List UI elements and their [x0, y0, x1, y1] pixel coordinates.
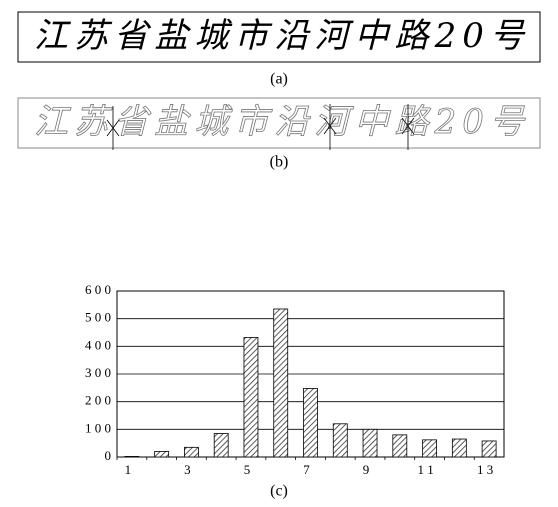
- y-tick-label: 1 0 0: [85, 420, 111, 435]
- bar: [363, 429, 377, 457]
- y-tick-label: 6 0 0: [85, 282, 111, 297]
- y-tick-label: 0: [105, 448, 112, 463]
- bar: [155, 451, 169, 457]
- bar: [423, 440, 437, 457]
- x-tick-label: 1 1: [417, 462, 433, 477]
- x-tick-label: 1: [125, 462, 132, 477]
- bar: [333, 424, 347, 457]
- y-tick-label: 4 0 0: [85, 337, 111, 352]
- figure: 江苏省盐城市沿河中路20号 (a) 江苏省盐城市沿河中路20号 (b) 0 1 0…: [0, 0, 558, 507]
- x-tick-label: 9: [363, 462, 370, 477]
- bar: [214, 433, 228, 457]
- x-tick-label: 5: [244, 462, 251, 477]
- bar: [184, 447, 198, 457]
- bar: [304, 388, 318, 457]
- bar: [125, 456, 139, 457]
- y-tick-label: 3 0 0: [85, 365, 111, 380]
- caption: (a): [270, 71, 288, 88]
- x-tick-label: 3: [184, 462, 191, 477]
- handwriting-outline: 江苏省盐城市沿河中路20号: [34, 102, 526, 142]
- caption: (c): [270, 483, 288, 500]
- x-tick-label: 1 3: [477, 462, 493, 477]
- handwriting: 江苏省盐城市沿河中路20号: [34, 16, 526, 56]
- bar: [452, 439, 466, 457]
- bar: [393, 435, 407, 457]
- caption: (b): [270, 154, 289, 171]
- bar: [482, 441, 496, 457]
- bar: [274, 309, 288, 457]
- y-tick-label: 5 0 0: [85, 310, 111, 325]
- bar: [244, 337, 258, 457]
- x-tick-label: 7: [303, 462, 310, 477]
- y-tick-label: 2 0 0: [85, 393, 111, 408]
